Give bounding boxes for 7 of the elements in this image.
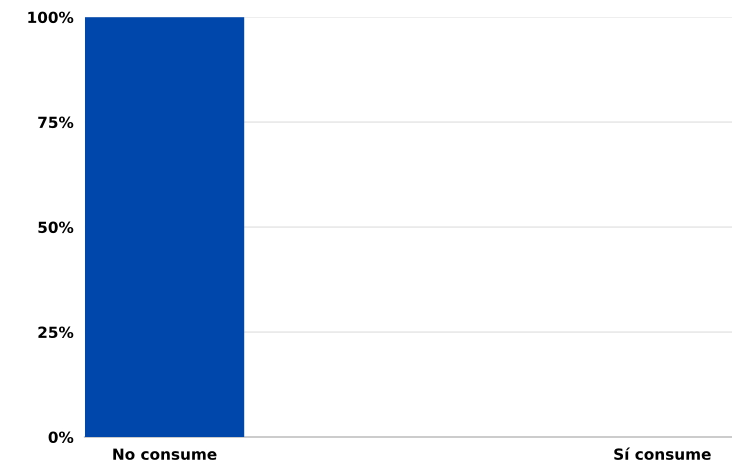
y-tick-label: 25% <box>38 326 74 338</box>
y-tick-label: 75% <box>38 116 74 128</box>
x-tick-label: Sí consume <box>614 448 711 460</box>
y-tick-label: 100% <box>28 12 74 24</box>
x-tick-label: No consume <box>113 448 216 460</box>
y-tick-label: 0% <box>48 431 74 444</box>
y-tick-label: 50% <box>38 222 74 234</box>
